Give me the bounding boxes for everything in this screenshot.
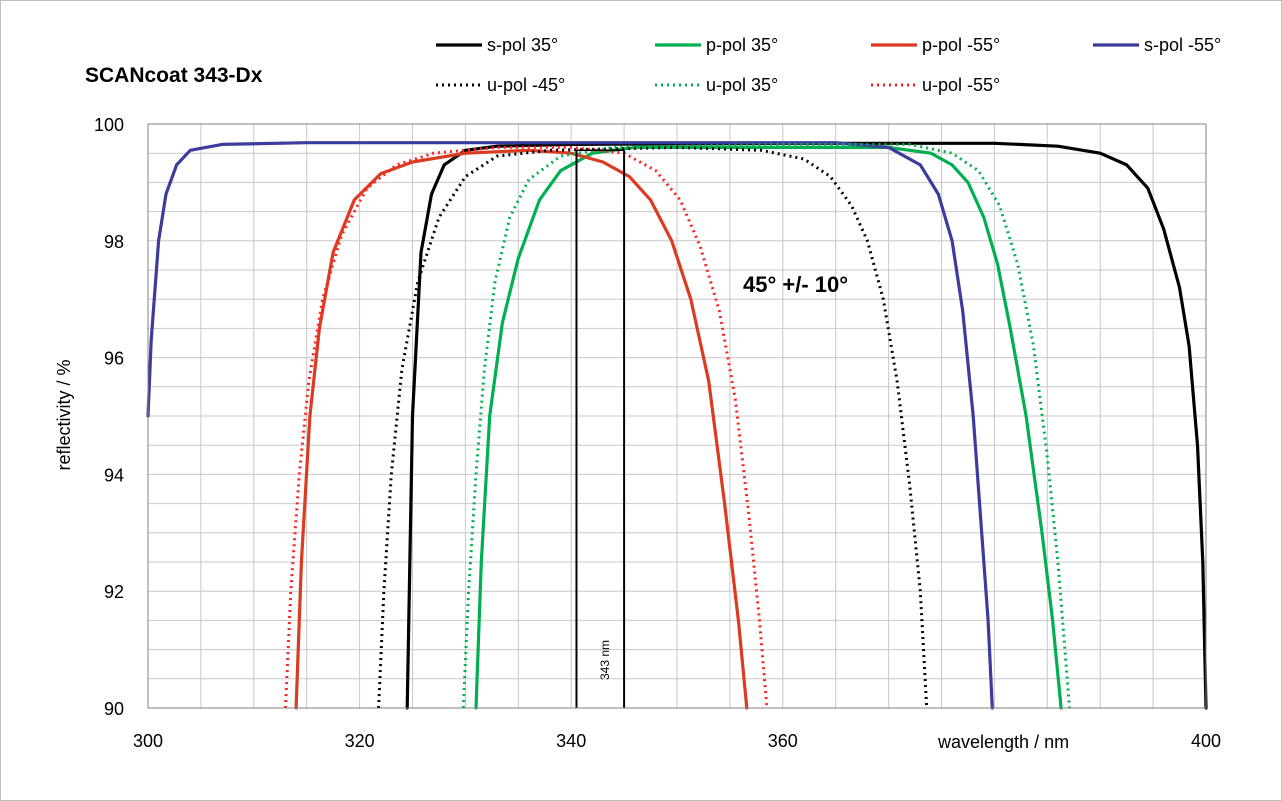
legend-label: s-pol 35° xyxy=(487,35,558,55)
grid-layer xyxy=(147,123,1207,709)
y-tick-label: 98 xyxy=(104,232,124,252)
legend: s-pol 35° p-pol 35° p-pol -55° s-pol -55° u-… xyxy=(436,35,1221,95)
series-line-2 xyxy=(294,148,749,710)
y-tick-label: 92 xyxy=(104,582,124,602)
y-tick-label: 90 xyxy=(104,699,124,719)
series-line-3 xyxy=(146,141,994,710)
series-line-0 xyxy=(405,141,1208,710)
x-tick-label: 320 xyxy=(345,731,375,751)
x-tick-label: 360 xyxy=(768,731,798,751)
series-layer xyxy=(146,141,1208,710)
legend-label: u-pol -55° xyxy=(922,75,1000,95)
legend-label: p-pol -55° xyxy=(922,35,1000,55)
marker-layer xyxy=(575,149,626,708)
series-line-4 xyxy=(377,145,929,709)
plot-area-border xyxy=(147,123,1207,709)
x-tick-label: 400 xyxy=(1191,731,1221,751)
y-tick-label: 100 xyxy=(94,115,124,135)
x-tick-label: 300 xyxy=(133,731,163,751)
tick-label-layer: 300 320 340 360 400 90 92 94 96 98 100 xyxy=(94,115,1221,751)
angle-range-annotation: 45° +/- 10° xyxy=(743,272,848,297)
y-axis-label: reflectivity / % xyxy=(54,359,74,470)
center-wavelength-annotation: 343 nm xyxy=(598,640,612,680)
legend-label: u-pol -45° xyxy=(487,75,565,95)
series-line-5 xyxy=(461,142,1071,709)
series-line-6 xyxy=(284,145,769,709)
y-tick-label: 96 xyxy=(104,349,124,369)
legend-label: p-pol 35° xyxy=(706,35,778,55)
y-tick-label: 94 xyxy=(104,465,124,485)
legend-label: u-pol 35° xyxy=(706,75,778,95)
x-tick-label: 340 xyxy=(556,731,586,751)
legend-label: s-pol -55° xyxy=(1144,35,1221,55)
x-axis-label: wavelength / nm xyxy=(937,732,1069,752)
chart-title: SCANcoat 343-Dx xyxy=(85,64,263,87)
